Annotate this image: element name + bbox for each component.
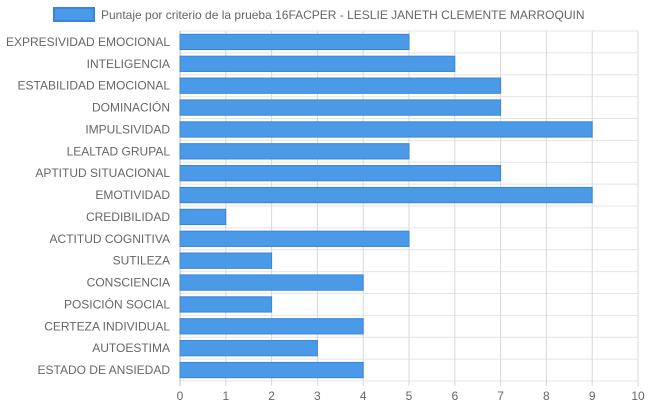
bar[interactable] [179,274,364,291]
category-label: APTITUD SITUACIONAL [35,166,170,180]
category-label: POSICIÓN SOCIAL [64,296,170,311]
category-label: LEALTAD GRUPAL [67,144,171,158]
category-label: EXPRESIVIDAD EMOCIONAL [6,35,170,49]
category-label: DOMINACIÓN [92,100,170,115]
legend-swatch[interactable] [53,7,95,22]
category-label: ESTABILIDAD EMOCIONAL [18,79,171,93]
x-tick-label: 5 [406,389,413,403]
bars [179,33,593,379]
bar[interactable] [179,121,593,138]
grid [179,30,639,386]
x-tick-label: 10 [631,389,645,403]
bar[interactable] [179,296,273,313]
x-tick-label: 6 [451,389,458,403]
x-tick-label: 1 [222,389,229,403]
x-tick-label: 8 [543,389,550,403]
bar[interactable] [179,230,410,247]
category-label: AUTOESTIMA [92,341,170,355]
x-tick-label: 4 [360,389,367,403]
legend[interactable]: Puntaje por criterio de la prueba 16FACP… [53,7,585,22]
bar[interactable] [179,208,227,226]
bar[interactable] [179,252,273,269]
bar[interactable] [179,99,502,116]
bar[interactable] [179,77,502,94]
category-label: SUTILEZA [113,254,170,268]
bar[interactable] [179,340,318,357]
bar[interactable] [179,361,364,379]
category-label: INTELIGENCIA [87,57,170,71]
x-tick-label: 3 [314,389,321,403]
bar[interactable] [179,165,502,182]
bar[interactable] [179,33,410,51]
category-label: ESTADO DE ANSIEDAD [38,363,171,377]
x-tick-label: 2 [268,389,275,403]
x-tick-label: 7 [497,389,504,403]
bar[interactable] [179,318,364,335]
y-axis-labels: EXPRESIVIDAD EMOCIONAL INTELIGENCIA ESTABI… [6,35,170,377]
x-axis-labels: 0 1 2 3 4 5 6 7 8 9 10 [177,389,645,403]
category-label: CREDIBILIDAD [86,210,170,224]
x-tick-label: 0 [177,389,184,403]
category-label: IMPULSIVIDAD [85,122,170,136]
category-label: ACTITUD COGNITIVA [50,232,170,246]
x-tick-label: 9 [589,389,596,403]
bar[interactable] [179,186,593,204]
category-label: CERTEZA INDIVIDUAL [44,319,170,333]
category-label: CONSCIENCIA [87,276,170,290]
bar[interactable] [179,143,410,160]
bar[interactable] [179,55,456,72]
legend-label[interactable]: Puntaje por criterio de la prueba 16FACP… [101,8,585,22]
category-label: EMOTIVIDAD [95,188,170,202]
